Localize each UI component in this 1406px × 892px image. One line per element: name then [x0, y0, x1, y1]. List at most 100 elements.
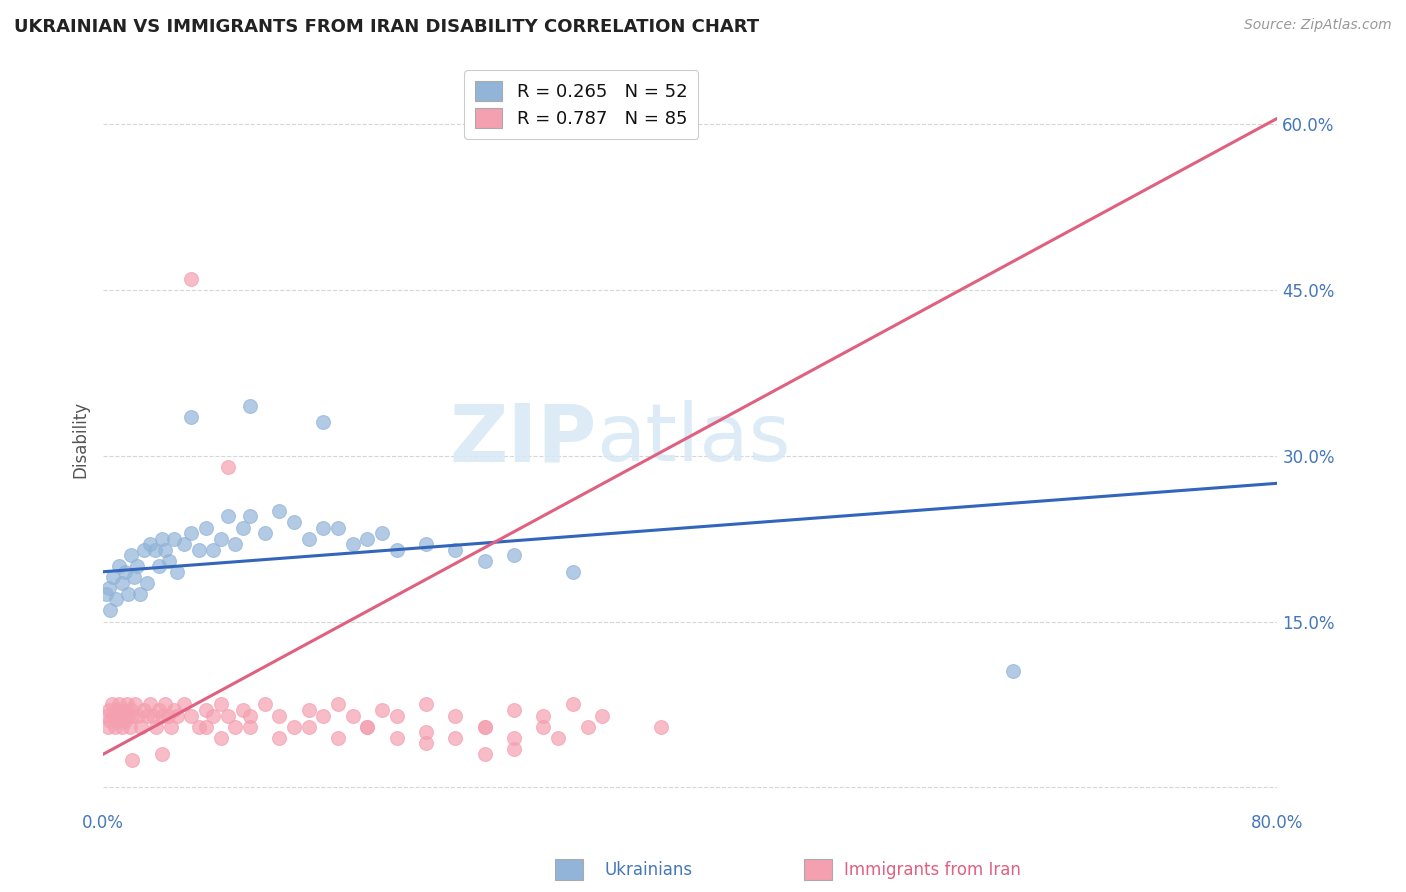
Point — [269, 731, 291, 745]
Point — [173, 537, 195, 551]
Point — [356, 720, 378, 734]
Point — [122, 570, 145, 584]
Text: UKRAINIAN VS IMMIGRANTS FROM IRAN DISABILITY CORRELATION CHART: UKRAINIAN VS IMMIGRANTS FROM IRAN DISABI… — [14, 18, 759, 36]
Point — [444, 708, 467, 723]
Point — [98, 582, 121, 596]
Point — [371, 526, 394, 541]
Point — [503, 548, 526, 562]
Point — [194, 520, 217, 534]
Point — [108, 698, 131, 712]
Point — [312, 416, 335, 430]
Point — [107, 714, 129, 728]
Point — [356, 532, 378, 546]
Point — [117, 587, 139, 601]
Point — [103, 708, 125, 723]
Point — [162, 703, 184, 717]
Point — [356, 720, 378, 734]
Point — [591, 708, 613, 723]
Point — [217, 459, 239, 474]
Point — [111, 575, 134, 590]
Point — [209, 698, 232, 712]
Point — [105, 592, 128, 607]
Point — [561, 565, 583, 579]
Point — [136, 575, 159, 590]
Point — [136, 708, 159, 723]
Point — [159, 720, 181, 734]
Point — [239, 708, 262, 723]
Point — [103, 570, 125, 584]
Text: atlas: atlas — [596, 400, 790, 478]
Point — [180, 708, 202, 723]
Point — [202, 708, 225, 723]
Point — [125, 559, 148, 574]
Point — [143, 542, 166, 557]
Point — [150, 747, 173, 762]
Point — [100, 714, 122, 728]
Point — [153, 698, 176, 712]
Point — [209, 731, 232, 745]
Text: ZIP: ZIP — [449, 400, 596, 478]
Point — [194, 703, 217, 717]
Point — [217, 509, 239, 524]
Point — [142, 708, 165, 723]
Point — [128, 587, 150, 601]
Point — [224, 720, 246, 734]
Legend: R = 0.265   N = 52, R = 0.787   N = 85: R = 0.265 N = 52, R = 0.787 N = 85 — [464, 70, 699, 139]
Point — [239, 399, 262, 413]
Point — [415, 698, 437, 712]
Point — [139, 698, 162, 712]
Point — [503, 703, 526, 717]
Point — [209, 532, 232, 546]
Point — [153, 542, 176, 557]
Point — [157, 554, 180, 568]
Point — [533, 720, 555, 734]
Point — [166, 565, 188, 579]
Point — [187, 542, 209, 557]
Point — [118, 720, 141, 734]
Point — [194, 720, 217, 734]
Point — [180, 526, 202, 541]
Point — [96, 720, 118, 734]
Point — [232, 703, 254, 717]
Point — [162, 532, 184, 546]
Point — [474, 720, 496, 734]
Point — [139, 537, 162, 551]
Point — [253, 698, 276, 712]
Point — [269, 504, 291, 518]
Point — [121, 753, 143, 767]
Point — [561, 698, 583, 712]
Point — [547, 731, 569, 745]
Point — [415, 736, 437, 750]
Point — [342, 708, 364, 723]
Point — [166, 708, 188, 723]
Point — [117, 708, 139, 723]
Point — [187, 720, 209, 734]
Point — [533, 708, 555, 723]
Point — [120, 548, 142, 562]
Point — [115, 698, 138, 712]
Point — [444, 542, 467, 557]
Point — [104, 720, 127, 734]
Point — [474, 747, 496, 762]
Point — [679, 95, 702, 109]
Text: Ukrainians: Ukrainians — [605, 861, 693, 879]
Text: Immigrants from Iran: Immigrants from Iran — [844, 861, 1021, 879]
Point — [148, 559, 170, 574]
Point — [148, 703, 170, 717]
Point — [298, 703, 321, 717]
Text: Source: ZipAtlas.com: Source: ZipAtlas.com — [1244, 18, 1392, 32]
Point — [217, 708, 239, 723]
Point — [283, 515, 305, 529]
Point — [385, 542, 408, 557]
Point — [94, 587, 117, 601]
Point — [180, 271, 202, 285]
Point — [124, 698, 146, 712]
Point — [385, 708, 408, 723]
Point — [150, 708, 173, 723]
Point — [145, 720, 167, 734]
Point — [180, 409, 202, 424]
Point — [224, 537, 246, 551]
Point — [283, 720, 305, 734]
Point — [326, 698, 349, 712]
Point — [112, 703, 135, 717]
